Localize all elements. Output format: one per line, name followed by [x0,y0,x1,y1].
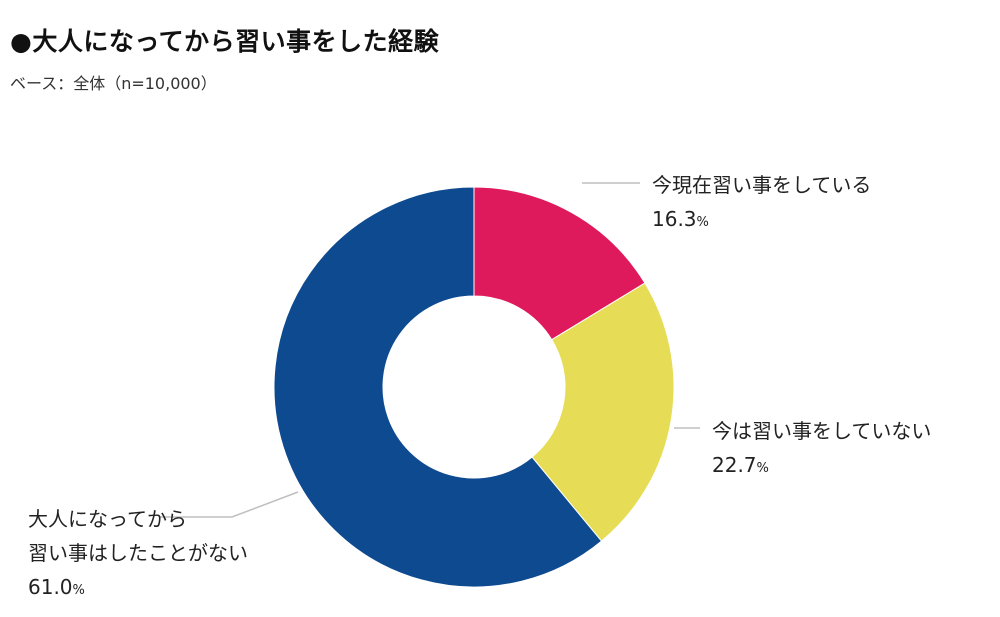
label-current-value: 16.3% [652,207,709,231]
slice-not-now [531,282,675,542]
label-not-now: 今は習い事をしていない 22.7% [712,414,931,486]
chart-title: ●大人になってから習い事をした経験 [10,27,440,56]
base-note: ベース：全体（n=10,000） [10,74,217,93]
slice-current [473,186,646,341]
label-not-now-text: 今は習い事をしていない [712,419,932,443]
label-current-text: 今現在習い事をしている [652,173,872,197]
slice-never [273,186,603,588]
label-never-text-line2: 習い事はしたことがない [28,541,248,565]
label-never-text-line1: 大人になってから [28,507,187,531]
label-current: 今現在習い事をしている 16.3% [652,168,871,240]
label-never-value: 61.0% [28,575,85,599]
leader-never [160,491,299,518]
label-not-now-value: 22.7% [712,453,769,477]
label-never: 大人になってから 習い事はしたことがない 61.0% [28,502,248,608]
